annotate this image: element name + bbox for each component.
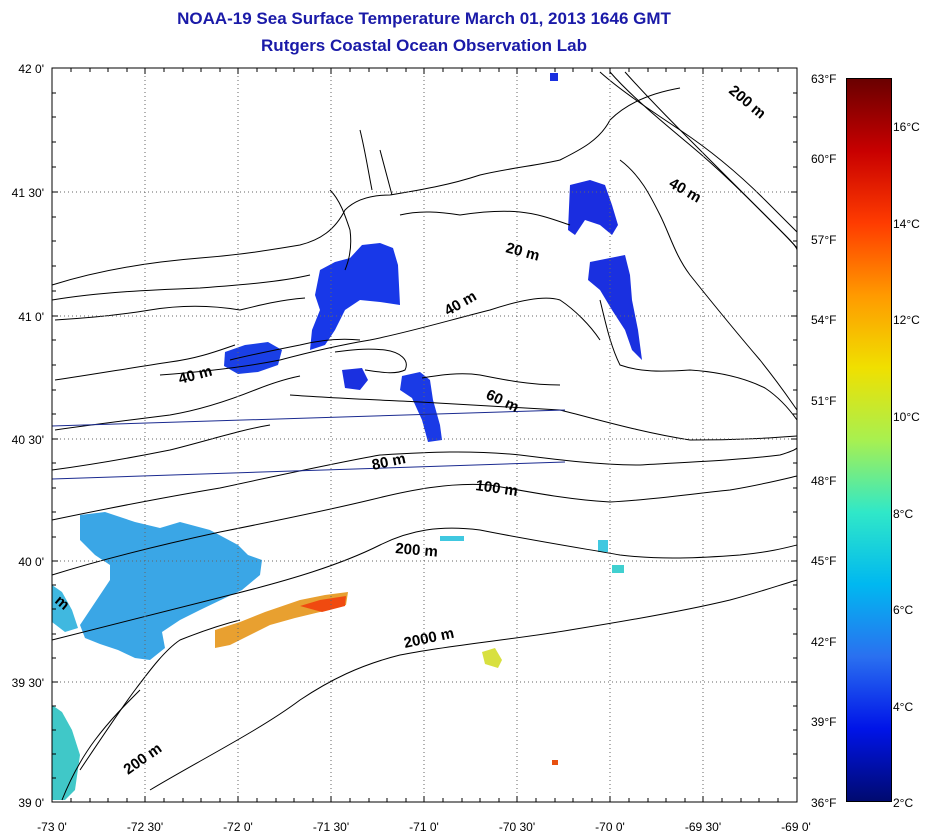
fahrenheit-label: 45°F <box>811 554 837 568</box>
lat-label: 42 0' <box>18 62 44 76</box>
sst-patch-long-island-sound <box>310 243 400 350</box>
lon-label: -72 30' <box>126 820 164 834</box>
temperature-colorbar <box>846 78 892 802</box>
sst-patch-block-island-a <box>224 342 282 374</box>
fahrenheit-label: 36°F <box>811 796 837 810</box>
celsius-label: 4°C <box>893 700 914 714</box>
contour-label: 20 m <box>504 239 541 264</box>
sst-patches <box>52 73 642 800</box>
sst-patch-yellow <box>482 648 502 668</box>
sst-patch-warm-core <box>300 596 346 612</box>
lon-label: -70 30' <box>498 820 536 834</box>
fahrenheit-label: 51°F <box>811 394 837 408</box>
celsius-label: 2°C <box>893 796 914 810</box>
sst-patch-red <box>552 760 558 765</box>
contour-label: 40 m <box>442 288 480 320</box>
sst-patch-cape-cod-b <box>588 255 642 360</box>
lon-label: -69 30' <box>684 820 722 834</box>
fahrenheit-label: 63°F <box>811 72 837 86</box>
contour-labels: 200 m 40 m 20 m 40 m 40 m 60 m 80 m 100 … <box>51 82 769 778</box>
fahrenheit-label: 60°F <box>811 152 837 166</box>
contour-label: 40 m <box>666 175 704 207</box>
contour-label: 200 m <box>121 740 166 778</box>
lon-label: -70 0' <box>595 820 625 834</box>
sst-patch-shelf <box>80 512 262 660</box>
lat-label: 40 30' <box>11 433 44 447</box>
celsius-label: 12°C <box>893 313 920 327</box>
contour-label: 200 m <box>395 540 439 561</box>
sst-patch-cyan-b <box>612 565 624 573</box>
lon-label: -71 0' <box>409 820 439 834</box>
sst-patch-martha <box>400 372 442 442</box>
map-frame <box>51 67 798 803</box>
lat-label: 41 30' <box>11 186 44 200</box>
grid-lines <box>52 68 797 802</box>
map-title: NOAA-19 Sea Surface Temperature March 01… <box>177 9 671 28</box>
coastline <box>51 87 798 471</box>
sst-patch-cyan-a <box>598 540 608 552</box>
lon-label: -73 0' <box>37 820 67 834</box>
contour-label: 40 m <box>177 363 214 388</box>
frame-ticks <box>51 68 797 802</box>
contour-label: 100 m <box>474 477 518 500</box>
sst-patch-north <box>550 73 558 81</box>
fahrenheit-label: 48°F <box>811 474 837 488</box>
lat-label: 39 0' <box>18 796 44 810</box>
sst-patch-southwest <box>52 705 80 800</box>
fahrenheit-label: 57°F <box>811 233 837 247</box>
celsius-label: 14°C <box>893 217 920 231</box>
sst-patch-block-island-b <box>342 368 368 390</box>
contour-label: 80 m <box>370 450 407 474</box>
lat-label: 40 0' <box>18 555 44 569</box>
celsius-label: 6°C <box>893 603 914 617</box>
lon-label: -71 30' <box>312 820 350 834</box>
celsius-label: 10°C <box>893 410 920 424</box>
sst-patch-west-edge <box>52 585 78 632</box>
celsius-label: 16°C <box>893 120 920 134</box>
lon-label: -69 0' <box>781 820 811 834</box>
fahrenheit-label: 42°F <box>811 635 837 649</box>
lon-label: -72 0' <box>223 820 253 834</box>
fahrenheit-label: 39°F <box>811 715 837 729</box>
map-subtitle: Rutgers Coastal Ocean Observation Lab <box>261 36 587 55</box>
sst-patch-cape-cod-a <box>568 180 618 235</box>
transect-lines <box>51 409 566 480</box>
sst-patch-cyan-c <box>440 536 464 541</box>
fahrenheit-label: 54°F <box>811 313 837 327</box>
celsius-label: 8°C <box>893 507 914 521</box>
lat-label: 39 30' <box>11 676 44 690</box>
contour-label: 2000 m <box>402 625 455 652</box>
lat-label: 41 0' <box>18 310 44 324</box>
contour-label: 200 m <box>725 82 769 122</box>
